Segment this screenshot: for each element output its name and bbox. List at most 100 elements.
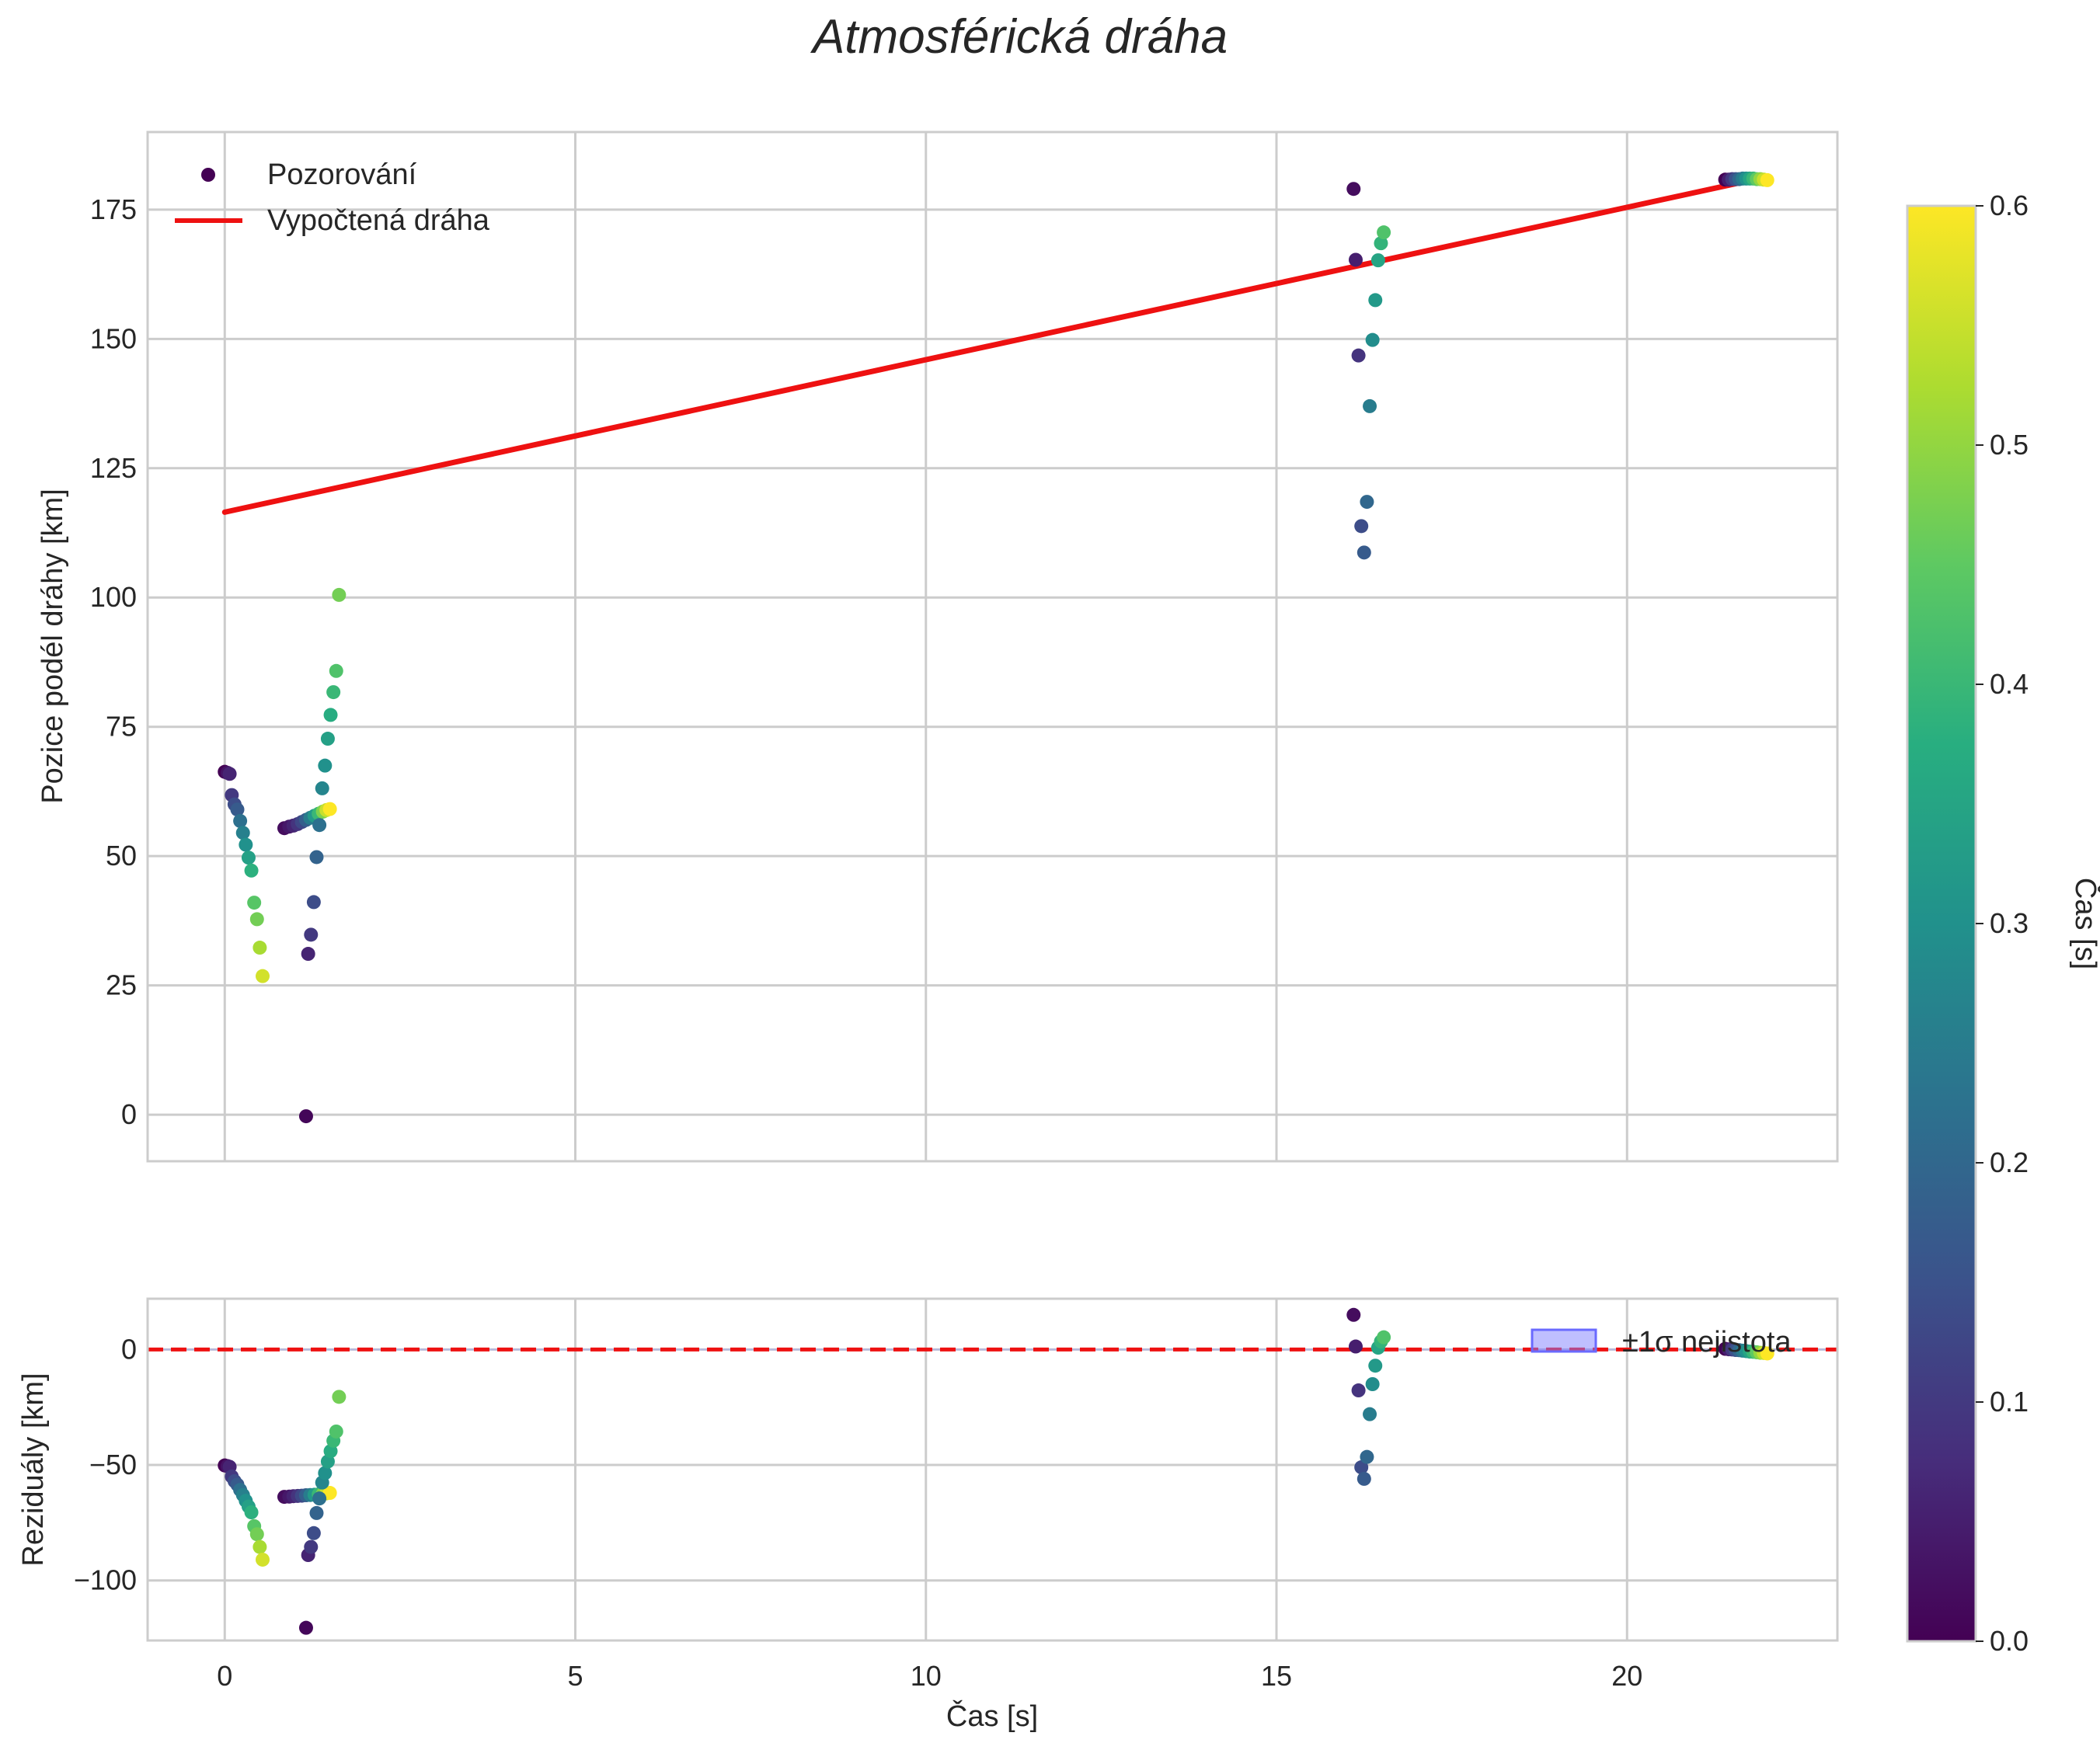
colorbar-tick-label: 0.4 <box>1990 668 2029 700</box>
observation-point <box>1346 182 1361 197</box>
top-panel-observations <box>218 171 1774 1124</box>
observation-point <box>312 818 327 833</box>
residual-point <box>329 1424 343 1439</box>
top-panel-grid <box>148 132 1837 1161</box>
residual-point <box>252 1540 267 1554</box>
observation-point <box>329 663 343 678</box>
residual-point <box>306 1526 321 1540</box>
observation-point <box>332 587 347 602</box>
observation-point <box>309 850 324 865</box>
top-y-tick-label: 100 <box>90 581 137 613</box>
top-y-tick-label: 125 <box>90 452 137 484</box>
colorbar-tick-label: 0.2 <box>1990 1146 2029 1178</box>
colorbar: 0.0 0.1 0.2 0.3 0.4 0.5 0.6 Čas [s] <box>1906 190 2100 1657</box>
observation-point <box>1374 236 1388 251</box>
observation-point <box>1368 293 1383 308</box>
bottom-panel-y-axis-label: Reziduály [km] <box>17 1373 50 1566</box>
top-panel-fit-line-layer <box>221 175 1767 515</box>
top-y-tick-label: 50 <box>106 840 137 872</box>
residual-point <box>1365 1377 1380 1391</box>
colorbar-gradient <box>1906 204 1977 1643</box>
chart-title: Atmosférická dráha <box>810 10 1228 64</box>
residual-point <box>1356 1471 1371 1486</box>
residual-point <box>304 1540 319 1554</box>
observation-point <box>249 912 264 927</box>
x-tick-labels: 0 5 10 15 20 <box>217 1660 1642 1692</box>
observation-point <box>323 708 338 722</box>
residual-point <box>1346 1307 1361 1322</box>
residual-point <box>322 1486 337 1501</box>
residual-point <box>244 1505 259 1519</box>
observation-point <box>1363 398 1377 413</box>
x-tick-label: 0 <box>217 1660 232 1692</box>
residual-point <box>298 1620 313 1635</box>
x-axis-label: Čas [s] <box>946 1699 1038 1733</box>
observation-point <box>306 895 321 910</box>
observation-point <box>1377 225 1391 240</box>
residual-point <box>1377 1330 1391 1345</box>
colorbar-label: Čas [s] <box>2069 878 2100 969</box>
bottom-panel-frame <box>146 1297 1839 1642</box>
observation-point <box>315 781 329 795</box>
observation-point <box>301 947 315 962</box>
observation-point <box>1365 332 1380 347</box>
bottom-panel-legend: ±1σ nejistota <box>1531 1326 1792 1359</box>
observation-point <box>1354 519 1369 534</box>
observation-point <box>233 813 248 828</box>
residual-point <box>309 1505 324 1520</box>
x-tick-label: 20 <box>1611 1660 1642 1692</box>
bottom-panel-y-tick-labels: 0 −50 −100 <box>74 1333 137 1595</box>
observation-point <box>322 802 337 816</box>
colorbar-tick-labels: 0.0 0.1 0.2 0.3 0.4 0.5 0.6 <box>1976 190 2029 1657</box>
observation-point <box>241 851 256 865</box>
residual-point <box>1360 1449 1374 1464</box>
observation-point <box>1351 348 1366 363</box>
x-tick-label: 5 <box>568 1660 583 1692</box>
colorbar-tick-label: 0.3 <box>1990 907 2029 939</box>
fit-trajectory-line <box>221 175 1767 515</box>
observation-point <box>252 941 267 955</box>
observation-point <box>247 896 262 910</box>
bottom-y-tick-label: 0 <box>121 1333 137 1365</box>
observation-point <box>239 837 253 852</box>
observation-point <box>298 1109 313 1124</box>
observation-point <box>1370 253 1385 268</box>
observation-point <box>318 758 333 773</box>
legend-uncertainty-label: ±1σ nejistota <box>1622 1326 1792 1359</box>
residual-point <box>1354 1460 1369 1475</box>
observation-point <box>222 767 237 781</box>
legend-observation-marker <box>201 168 215 182</box>
observation-point <box>1348 252 1363 267</box>
top-panel-frame <box>146 130 1839 1163</box>
colorbar-tick-label: 0.5 <box>1990 429 2029 461</box>
residual-point <box>1348 1339 1363 1354</box>
bottom-y-tick-label: −50 <box>89 1449 137 1480</box>
top-y-tick-label: 75 <box>106 711 137 743</box>
observation-point <box>1760 172 1774 187</box>
top-panel-y-axis-label: Pozice podél dráhy [km] <box>37 489 69 804</box>
residual-point <box>1351 1383 1366 1398</box>
colorbar-tick-label: 0.1 <box>1990 1386 2029 1418</box>
colorbar-tick-label: 0.0 <box>1990 1625 2029 1657</box>
residual-point <box>256 1552 270 1567</box>
legend-uncertainty-swatch <box>1531 1328 1597 1353</box>
residual-point <box>249 1527 264 1542</box>
top-y-tick-label: 175 <box>90 193 137 225</box>
residual-point <box>1760 1346 1774 1361</box>
residual-point <box>312 1491 327 1506</box>
legend-observation-label: Pozorování <box>267 158 417 191</box>
x-tick-label: 10 <box>911 1660 942 1692</box>
top-panel-y-tick-labels: 0 25 50 75 100 125 150 175 <box>90 193 137 1130</box>
colorbar-tick-label: 0.6 <box>1990 190 2029 221</box>
observation-point <box>256 969 270 983</box>
top-y-tick-label: 0 <box>121 1098 137 1130</box>
bottom-y-tick-label: −100 <box>74 1564 137 1596</box>
observation-point <box>230 802 245 817</box>
observation-point <box>235 826 250 840</box>
residual-point <box>1368 1359 1383 1373</box>
observation-point <box>1360 495 1374 510</box>
observation-point <box>320 732 335 746</box>
top-y-tick-label: 150 <box>90 322 137 354</box>
residual-point <box>1363 1407 1377 1421</box>
